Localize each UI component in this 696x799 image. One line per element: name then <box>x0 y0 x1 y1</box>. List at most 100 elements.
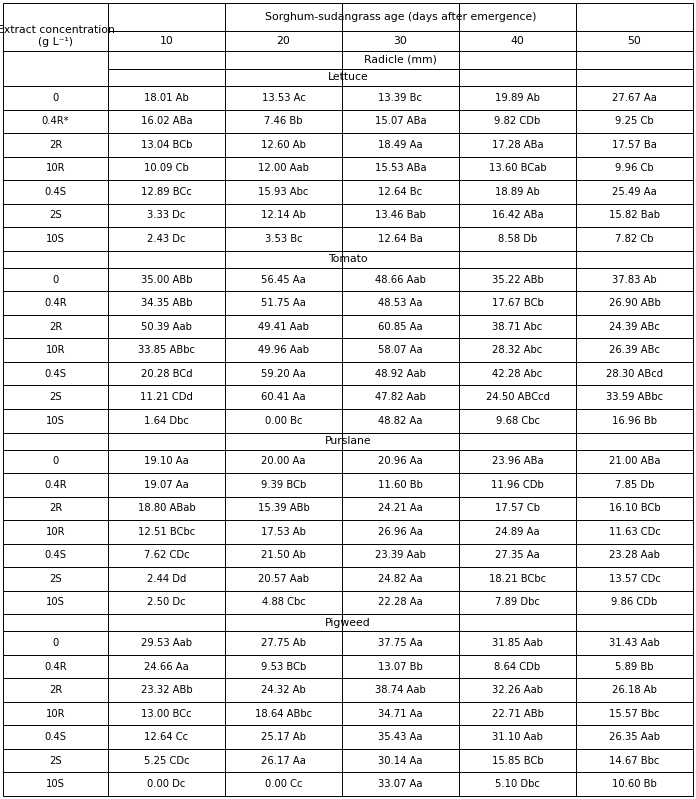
Text: 12.00 Aab: 12.00 Aab <box>258 163 309 173</box>
Text: 40: 40 <box>511 36 525 46</box>
Text: 0: 0 <box>52 275 58 284</box>
Text: 0.4S: 0.4S <box>45 368 67 379</box>
Text: 48.53 Aa: 48.53 Aa <box>378 298 422 308</box>
Text: 7.89 Dbc: 7.89 Dbc <box>495 598 540 607</box>
Text: 16.10 BCb: 16.10 BCb <box>609 503 661 513</box>
Text: 26.39 ABc: 26.39 ABc <box>609 345 660 355</box>
Text: 17.57 Ba: 17.57 Ba <box>612 140 657 150</box>
Text: 18.80 ABab: 18.80 ABab <box>138 503 196 513</box>
Text: 51.75 Aa: 51.75 Aa <box>261 298 306 308</box>
Text: 18.21 BCbc: 18.21 BCbc <box>489 574 546 584</box>
Text: 0.4R: 0.4R <box>44 662 67 671</box>
Text: 34.35 ABb: 34.35 ABb <box>141 298 192 308</box>
Text: 35.22 ABb: 35.22 ABb <box>491 275 544 284</box>
Text: 20: 20 <box>276 36 290 46</box>
Text: Sorghum-sudangrass age (days after emergence): Sorghum-sudangrass age (days after emerg… <box>264 12 536 22</box>
Text: 13.60 BCab: 13.60 BCab <box>489 163 546 173</box>
Text: 60.85 Aa: 60.85 Aa <box>378 321 422 332</box>
Text: 49.96 Aab: 49.96 Aab <box>258 345 309 355</box>
Text: 9.96 Cb: 9.96 Cb <box>615 163 654 173</box>
Text: 4.88 Cbc: 4.88 Cbc <box>262 598 306 607</box>
Text: 50.39 Aab: 50.39 Aab <box>141 321 192 332</box>
Text: 17.28 ABa: 17.28 ABa <box>491 140 544 150</box>
Text: 10S: 10S <box>46 234 65 244</box>
Text: 19.07 Aa: 19.07 Aa <box>144 480 189 490</box>
Text: 35.00 ABb: 35.00 ABb <box>141 275 192 284</box>
Text: 26.17 Aa: 26.17 Aa <box>261 756 306 765</box>
Text: 13.39 Bc: 13.39 Bc <box>379 93 422 103</box>
Text: 2R: 2R <box>49 503 62 513</box>
Text: 18.01 Ab: 18.01 Ab <box>144 93 189 103</box>
Text: 12.51 BCbc: 12.51 BCbc <box>138 527 195 537</box>
Text: 33.85 ABbc: 33.85 ABbc <box>138 345 195 355</box>
Text: 26.96 Aa: 26.96 Aa <box>378 527 423 537</box>
Text: 19.10 Aa: 19.10 Aa <box>144 456 189 467</box>
Text: 13.53 Ac: 13.53 Ac <box>262 93 306 103</box>
Text: 38.71 Abc: 38.71 Abc <box>492 321 543 332</box>
Text: 9.25 Cb: 9.25 Cb <box>615 117 654 126</box>
Text: 5.89 Bb: 5.89 Bb <box>615 662 654 671</box>
Text: 10S: 10S <box>46 779 65 789</box>
Text: 38.74 Aab: 38.74 Aab <box>375 685 426 695</box>
Text: 24.39 ABc: 24.39 ABc <box>609 321 660 332</box>
Text: 13.57 CDc: 13.57 CDc <box>608 574 661 584</box>
Text: 12.64 Ba: 12.64 Ba <box>378 234 423 244</box>
Text: 7.46 Bb: 7.46 Bb <box>264 117 303 126</box>
Text: 0.4S: 0.4S <box>45 551 67 560</box>
Text: 10.09 Cb: 10.09 Cb <box>144 163 189 173</box>
Text: 14.67 Bbc: 14.67 Bbc <box>609 756 660 765</box>
Text: 3.53 Bc: 3.53 Bc <box>264 234 302 244</box>
Text: 9.86 CDb: 9.86 CDb <box>611 598 658 607</box>
Text: 21.50 Ab: 21.50 Ab <box>261 551 306 560</box>
Text: 13.04 BCb: 13.04 BCb <box>141 140 192 150</box>
Text: 13.00 BCc: 13.00 BCc <box>141 709 192 718</box>
Text: Lettuce: Lettuce <box>328 73 368 82</box>
Text: 1.64 Dbc: 1.64 Dbc <box>144 415 189 426</box>
Text: 27.67 Aa: 27.67 Aa <box>612 93 657 103</box>
Text: 12.60 Ab: 12.60 Ab <box>261 140 306 150</box>
Text: 16.96 Bb: 16.96 Bb <box>612 415 657 426</box>
Text: 2R: 2R <box>49 140 62 150</box>
Text: 31.10 Aab: 31.10 Aab <box>492 732 543 742</box>
Text: 5.25 CDc: 5.25 CDc <box>143 756 189 765</box>
Text: 18.89 Ab: 18.89 Ab <box>495 187 540 197</box>
Text: 21.00 ABa: 21.00 ABa <box>609 456 661 467</box>
Text: 0.00 Dc: 0.00 Dc <box>148 779 186 789</box>
Text: 56.45 Aa: 56.45 Aa <box>261 275 306 284</box>
Text: 24.89 Aa: 24.89 Aa <box>495 527 540 537</box>
Text: 15.82 Bab: 15.82 Bab <box>609 210 660 221</box>
Text: 35.43 Aa: 35.43 Aa <box>378 732 422 742</box>
Text: 2.43 Dc: 2.43 Dc <box>148 234 186 244</box>
Text: 30.14 Aa: 30.14 Aa <box>378 756 422 765</box>
Text: 9.53 BCb: 9.53 BCb <box>261 662 306 671</box>
Text: 22.28 Aa: 22.28 Aa <box>378 598 423 607</box>
Text: 18.49 Aa: 18.49 Aa <box>378 140 422 150</box>
Text: 30: 30 <box>393 36 407 46</box>
Text: 25.17 Ab: 25.17 Ab <box>261 732 306 742</box>
Text: 37.75 Aa: 37.75 Aa <box>378 638 423 648</box>
Text: 13.46 Bab: 13.46 Bab <box>375 210 426 221</box>
Text: 17.57 Cb: 17.57 Cb <box>495 503 540 513</box>
Text: 2.50 Dc: 2.50 Dc <box>147 598 186 607</box>
Text: 20.00 Aa: 20.00 Aa <box>261 456 306 467</box>
Text: 0: 0 <box>52 456 58 467</box>
Text: 11.96 CDb: 11.96 CDb <box>491 480 544 490</box>
Text: 60.41 Aa: 60.41 Aa <box>261 392 306 402</box>
Text: 2S: 2S <box>49 210 62 221</box>
Text: 23.32 ABb: 23.32 ABb <box>141 685 192 695</box>
Text: 7.85 Db: 7.85 Db <box>615 480 654 490</box>
Text: 2S: 2S <box>49 392 62 402</box>
Text: 15.93 Abc: 15.93 Abc <box>258 187 309 197</box>
Text: 0.4S: 0.4S <box>45 732 67 742</box>
Text: 9.82 CDb: 9.82 CDb <box>494 117 541 126</box>
Text: 29.53 Aab: 29.53 Aab <box>141 638 192 648</box>
Text: 0.4R: 0.4R <box>44 480 67 490</box>
Text: 10.60 Bb: 10.60 Bb <box>612 779 657 789</box>
Text: 22.71 ABb: 22.71 ABb <box>491 709 544 718</box>
Text: 23.96 ABa: 23.96 ABa <box>491 456 544 467</box>
Text: 27.35 Aa: 27.35 Aa <box>495 551 540 560</box>
Text: 26.35 Aab: 26.35 Aab <box>609 732 660 742</box>
Text: 20.57 Aab: 20.57 Aab <box>258 574 309 584</box>
Text: 3.33 Dc: 3.33 Dc <box>148 210 186 221</box>
Text: 24.66 Aa: 24.66 Aa <box>144 662 189 671</box>
